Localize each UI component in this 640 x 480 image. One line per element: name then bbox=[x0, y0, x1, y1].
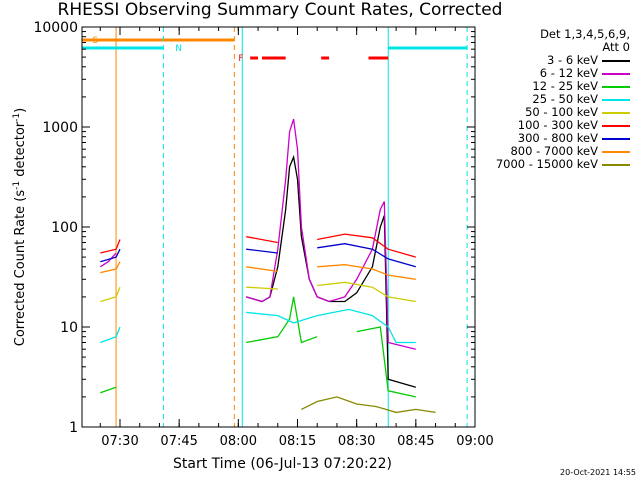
series-line-1-0 bbox=[99, 252, 117, 268]
x-tick-label: 08:15 bbox=[279, 434, 316, 449]
series-line-3-1 bbox=[246, 308, 416, 344]
night-label: N bbox=[175, 44, 182, 54]
x-tick-label: 07:30 bbox=[101, 434, 138, 449]
series-line-4-2 bbox=[317, 281, 416, 303]
series-line-2-2 bbox=[356, 326, 416, 398]
series-line-5-2 bbox=[317, 233, 416, 258]
legend-label: 7000 - 15000 keV bbox=[495, 157, 598, 171]
x-tick-label: 08:45 bbox=[397, 434, 434, 449]
legend-label: 300 - 800 keV bbox=[517, 131, 598, 145]
series-line-7-2 bbox=[317, 264, 416, 280]
legend-swatch bbox=[602, 99, 630, 101]
legend-swatch bbox=[602, 73, 630, 75]
legend-label: 800 - 7000 keV bbox=[510, 144, 598, 158]
attenuator-label: Att 0 bbox=[602, 40, 630, 54]
legend-entry: 6 - 12 keV bbox=[486, 67, 636, 80]
legend-label: 3 - 6 keV bbox=[547, 53, 598, 67]
chart-title: RHESSI Observing Summary Count Rates, Co… bbox=[57, 0, 503, 20]
legend-entry: 7000 - 15000 keV bbox=[486, 158, 636, 171]
axes-layer: 1 10 100 1000 10000 07:30 07:45 08:00 08:15 08:30… bbox=[12, 20, 494, 472]
y-tick-label: 1000 bbox=[42, 120, 78, 136]
y-tick-label: 100 bbox=[51, 220, 78, 236]
legend-swatch bbox=[602, 151, 630, 153]
series-line-4-0 bbox=[100, 286, 121, 303]
series-line-1-1 bbox=[246, 118, 416, 350]
plot-frame bbox=[81, 26, 476, 428]
flag-layer: S N F bbox=[81, 27, 468, 427]
detectors-label: Det 1,3,4,5,6,9, bbox=[540, 27, 630, 41]
series-line-8-0 bbox=[301, 396, 436, 414]
y-tick-label: 10 bbox=[60, 320, 78, 336]
legend-swatch bbox=[602, 60, 630, 62]
timestamp-label: 20-Oct-2021 14:55 bbox=[560, 468, 636, 477]
y-tick-label: 10000 bbox=[33, 20, 78, 36]
legend-label: 6 - 12 keV bbox=[539, 66, 598, 80]
legend-label: 100 - 300 keV bbox=[517, 118, 598, 132]
y-axis-label: Corrected Count Rate (s-1 detector-1) bbox=[12, 108, 28, 346]
series-line-6-0 bbox=[100, 248, 121, 263]
series-line-7-0 bbox=[100, 261, 121, 274]
legend-swatch bbox=[602, 164, 630, 166]
legend-entry: 3 - 6 keV bbox=[486, 54, 636, 67]
x-tick-label: 07:45 bbox=[160, 434, 197, 449]
legend-swatch bbox=[602, 125, 630, 127]
y-tick-label: 1 bbox=[69, 420, 78, 436]
legend-swatch bbox=[602, 138, 630, 140]
series-line-6-1 bbox=[246, 248, 278, 254]
legend-label: 25 - 50 keV bbox=[532, 92, 598, 106]
legend-entry: 800 - 7000 keV bbox=[486, 145, 636, 158]
x-tick-label: 08:30 bbox=[338, 434, 375, 449]
x-axis-label: Start Time (06-Jul-13 07:20:22) bbox=[173, 456, 392, 472]
series-layer bbox=[99, 118, 436, 414]
series-line-4-1 bbox=[246, 286, 278, 290]
legend-label: 12 - 25 keV bbox=[532, 79, 598, 93]
legend-swatch bbox=[602, 86, 630, 88]
legend-entry: 50 - 100 keV bbox=[486, 106, 636, 119]
legend-entry: 100 - 300 keV bbox=[486, 119, 636, 132]
flare-label: F bbox=[238, 54, 243, 64]
x-tick-label: 08:00 bbox=[220, 434, 257, 449]
legend-entry: 300 - 800 keV bbox=[486, 132, 636, 145]
series-line-3-0 bbox=[100, 326, 121, 344]
legend-swatch bbox=[602, 112, 630, 114]
series-line-6-2 bbox=[317, 243, 416, 268]
legend-entry: 25 - 50 keV bbox=[486, 93, 636, 106]
series-line-5-1 bbox=[246, 236, 278, 244]
legend-label: 50 - 100 keV bbox=[525, 105, 598, 119]
series-line-2-1 bbox=[246, 296, 318, 344]
saa-label: S bbox=[92, 36, 98, 46]
series-line-5-0 bbox=[100, 239, 121, 254]
series-line-0-0 bbox=[246, 154, 416, 388]
series-line-2-0 bbox=[100, 386, 117, 394]
legend: Det 1,3,4,5,6,9, Att 0 3 - 6 keV 6 - 12 k… bbox=[486, 28, 636, 171]
series-line-7-1 bbox=[246, 266, 278, 273]
legend-entry: 12 - 25 keV bbox=[486, 80, 636, 93]
x-tick-label: 09:00 bbox=[456, 434, 493, 449]
